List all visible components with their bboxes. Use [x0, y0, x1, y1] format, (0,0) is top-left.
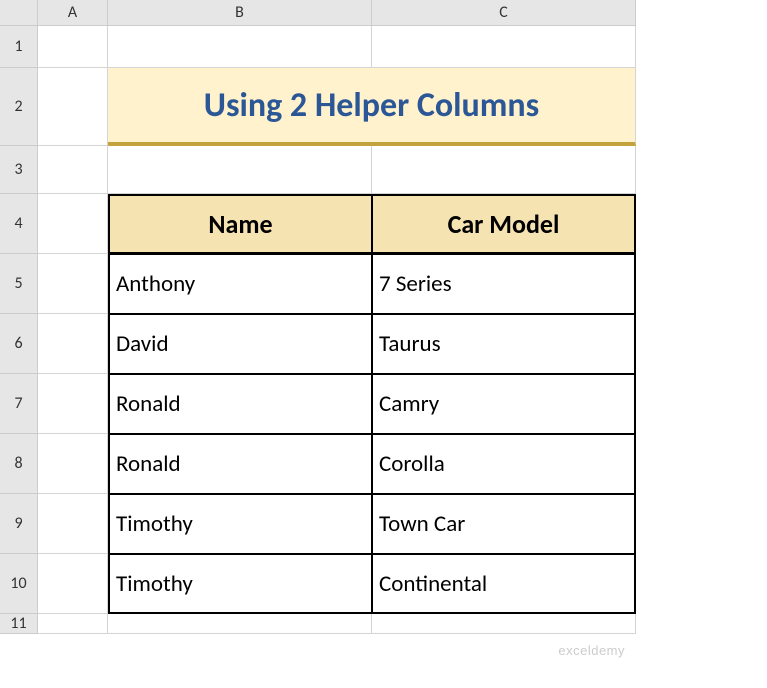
table-row[interactable]: Ronald: [108, 374, 372, 434]
row-header-10[interactable]: 10: [0, 554, 38, 614]
cell-a9[interactable]: [38, 494, 108, 554]
table-row[interactable]: Ronald: [108, 434, 372, 494]
row-header-11[interactable]: 11: [0, 614, 38, 634]
row-header-4[interactable]: 4: [0, 194, 38, 254]
table-row[interactable]: Timothy: [108, 554, 372, 614]
cell-b3[interactable]: [108, 146, 372, 194]
cell-a7[interactable]: [38, 374, 108, 434]
row-header-6[interactable]: 6: [0, 314, 38, 374]
col-header-c[interactable]: C: [372, 0, 636, 26]
cell-a10[interactable]: [38, 554, 108, 614]
title-cell[interactable]: Using 2 Helper Columns: [108, 68, 636, 146]
cell-b11[interactable]: [108, 614, 372, 634]
cell-c3[interactable]: [372, 146, 636, 194]
cell-a2[interactable]: [38, 68, 108, 146]
table-row[interactable]: Timothy: [108, 494, 372, 554]
row-header-8[interactable]: 8: [0, 434, 38, 494]
cell-a3[interactable]: [38, 146, 108, 194]
row-header-7[interactable]: 7: [0, 374, 38, 434]
cell-c11[interactable]: [372, 614, 636, 634]
table-row[interactable]: Corolla: [372, 434, 636, 494]
cell-a4[interactable]: [38, 194, 108, 254]
cell-c1[interactable]: [372, 26, 636, 68]
cell-a6[interactable]: [38, 314, 108, 374]
row-header-3[interactable]: 3: [0, 146, 38, 194]
cell-a8[interactable]: [38, 434, 108, 494]
table-row[interactable]: Camry: [372, 374, 636, 434]
watermark: exceldemy: [558, 643, 625, 658]
col-header-b[interactable]: B: [108, 0, 372, 26]
cell-b1[interactable]: [108, 26, 372, 68]
row-header-1[interactable]: 1: [0, 26, 38, 68]
row-header-2[interactable]: 2: [0, 68, 38, 146]
table-row[interactable]: Anthony: [108, 254, 372, 314]
row-header-9[interactable]: 9: [0, 494, 38, 554]
table-row[interactable]: 7 Series: [372, 254, 636, 314]
cell-a1[interactable]: [38, 26, 108, 68]
table-row[interactable]: Taurus: [372, 314, 636, 374]
table-row[interactable]: Town Car: [372, 494, 636, 554]
table-header-name[interactable]: Name: [108, 194, 372, 254]
table-row[interactable]: David: [108, 314, 372, 374]
select-all-corner[interactable]: [0, 0, 38, 26]
table-row[interactable]: Continental: [372, 554, 636, 614]
right-edge-blank: [636, 0, 767, 688]
cell-a11[interactable]: [38, 614, 108, 634]
row-header-5[interactable]: 5: [0, 254, 38, 314]
table-header-carmodel[interactable]: Car Model: [372, 194, 636, 254]
col-header-a[interactable]: A: [38, 0, 108, 26]
cell-a5[interactable]: [38, 254, 108, 314]
